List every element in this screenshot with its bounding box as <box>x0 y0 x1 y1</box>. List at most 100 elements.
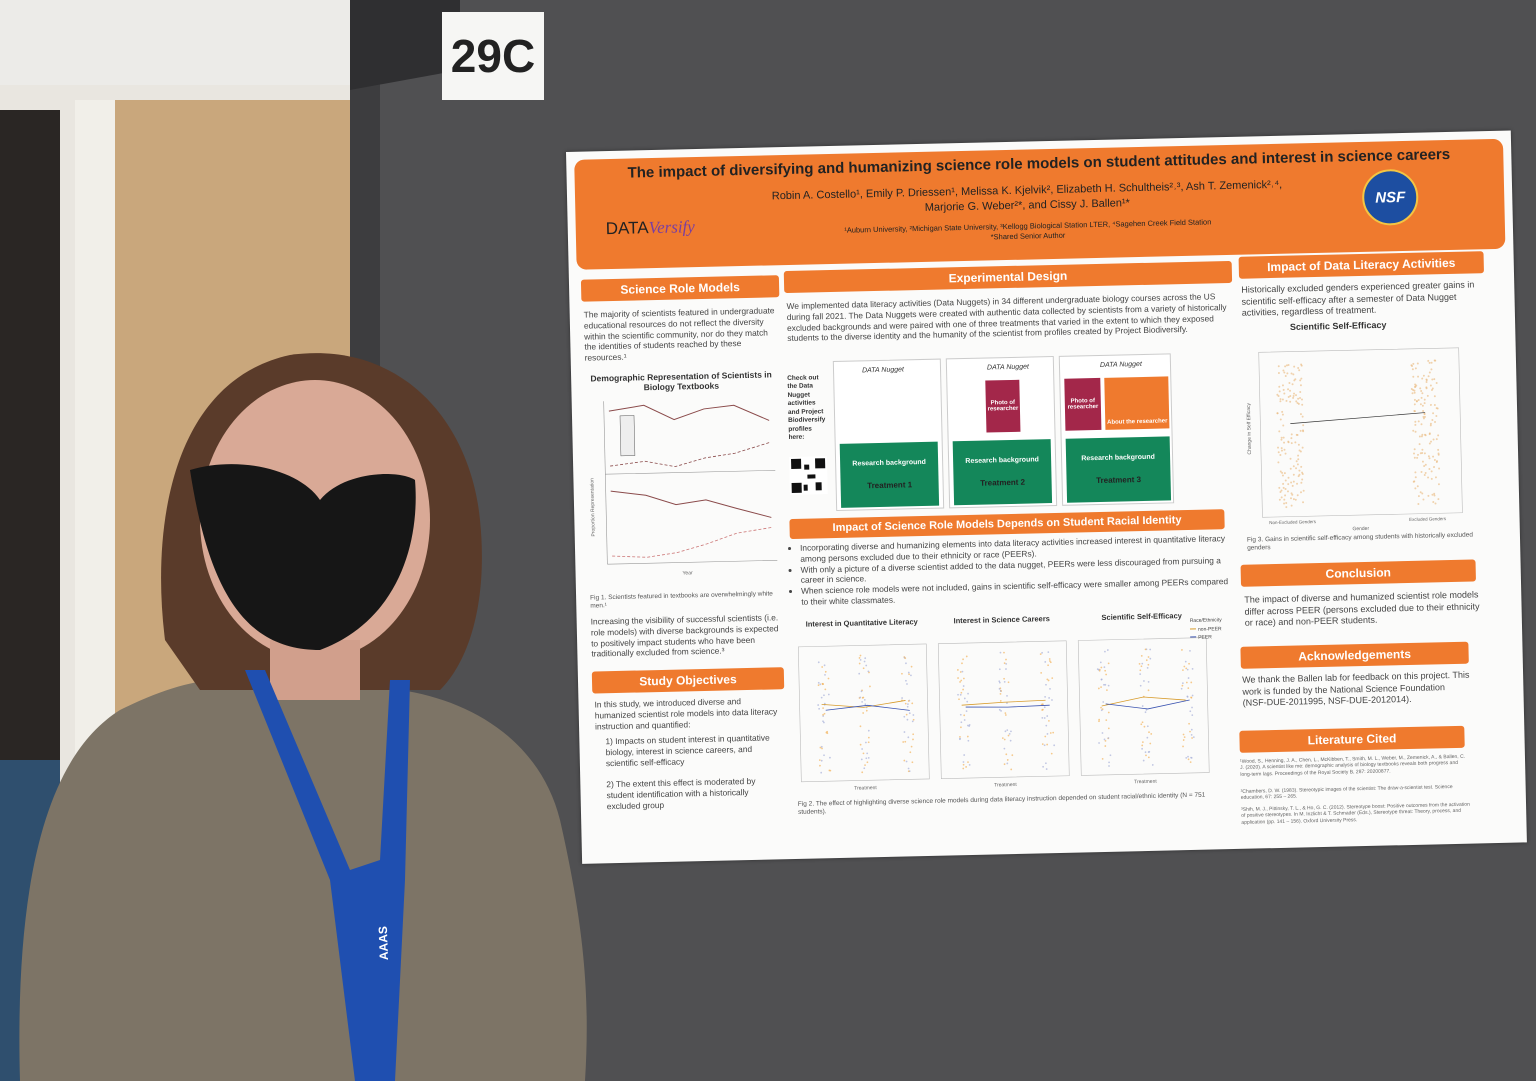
jitter-dot <box>1432 438 1435 441</box>
jitter-dot <box>1182 669 1184 672</box>
jitter-dot <box>903 731 906 733</box>
jitter-dot <box>906 718 909 721</box>
jitter-dot <box>1096 668 1099 671</box>
jitter-dot <box>1302 501 1305 504</box>
jitter-dot <box>905 679 907 682</box>
jitter-dot <box>827 677 830 680</box>
jitter-dot <box>1421 404 1424 407</box>
jitter-dot <box>1413 456 1416 459</box>
jitter-dot <box>1150 733 1153 735</box>
jitter-dot <box>1186 668 1189 671</box>
jitter-dot <box>1281 474 1284 477</box>
booth-sign: 29C <box>442 12 544 100</box>
jitter-dot <box>1044 762 1047 765</box>
jitter-dot <box>865 709 868 712</box>
jitter-dot <box>1182 745 1184 748</box>
jitter-dot <box>1147 680 1150 683</box>
jitter-dot <box>819 764 821 767</box>
jitter-dot <box>1301 403 1304 406</box>
jitter-dot <box>905 760 908 763</box>
jitter-dot <box>1287 388 1290 391</box>
jitter-dot <box>1282 482 1285 485</box>
jitter-dot <box>1000 709 1002 712</box>
jitter-dot <box>859 743 862 746</box>
jitter-dot <box>828 769 831 772</box>
jitter-dot <box>998 681 1001 684</box>
jitter-dot <box>1421 377 1424 380</box>
jitter-dot <box>1412 388 1415 391</box>
jitter-dot <box>1283 441 1286 444</box>
jitter-dot <box>1414 471 1417 474</box>
jitter-dot <box>1187 758 1190 761</box>
jitter-dot <box>1141 747 1144 750</box>
jitter-dot <box>1429 424 1432 427</box>
jitter-dot <box>1292 394 1295 397</box>
jitter-dot <box>867 670 870 673</box>
chart-title: Interest in Science Careers <box>953 614 1049 625</box>
jitter-dot <box>1293 392 1296 395</box>
jitter-dot <box>1420 396 1423 399</box>
jitter-dot <box>1010 768 1013 771</box>
jitter-dot <box>1286 372 1289 375</box>
list-item: 2) The extent this effect is moderated b… <box>606 775 756 811</box>
trend-line <box>610 490 772 518</box>
jitter-dot <box>1107 711 1110 714</box>
jitter-dot <box>1003 662 1006 665</box>
jitter-dot <box>1101 757 1104 760</box>
jitter-dot <box>1140 665 1143 668</box>
jitter-dot <box>1277 372 1280 375</box>
jitter-dot <box>1145 659 1148 662</box>
jitter-dot <box>819 746 822 749</box>
jitter-dot <box>1141 705 1144 707</box>
jitter-dot <box>1141 744 1144 747</box>
jitter-dot <box>1180 687 1183 690</box>
jitter-dot <box>1151 764 1154 766</box>
jitter-dot <box>1298 397 1301 400</box>
jitter-dot <box>960 691 963 694</box>
jitter-dot <box>1039 653 1042 656</box>
panel-logo: DATA Nugget <box>986 363 1029 372</box>
jitter-dot <box>959 737 961 740</box>
jitter-dot <box>968 723 971 726</box>
jitter-dot <box>999 692 1002 695</box>
jitter-dot <box>962 677 965 680</box>
section-heading: Conclusion <box>1240 559 1476 587</box>
jitter-dot <box>1004 712 1007 715</box>
jitter-dot <box>1149 648 1152 651</box>
jitter-dot <box>999 651 1002 654</box>
jitter-dot <box>904 702 907 705</box>
jitter-dot <box>1041 651 1043 654</box>
treatment-panel: DATA Nugget Photo of researcher Research… <box>945 355 1058 509</box>
jitter-dot <box>1048 719 1050 722</box>
jitter-dot <box>998 687 1001 690</box>
jitter-dot <box>817 704 820 706</box>
jitter-dot <box>902 741 905 743</box>
jitter-dot <box>1047 679 1050 682</box>
jitter-dot <box>959 713 962 716</box>
jitter-dot <box>867 756 870 759</box>
jitter-dot <box>1434 359 1437 362</box>
jitter-dot <box>1424 434 1427 437</box>
section-heading: Experimental Design <box>783 260 1233 294</box>
jitter-dot <box>863 767 866 770</box>
jitter-dot <box>1191 667 1194 670</box>
jitter-dot <box>1413 403 1416 406</box>
jitter-dot <box>1103 683 1105 686</box>
jitter-dot <box>1288 382 1291 385</box>
panel-logo: DATA Nugget <box>861 366 905 375</box>
jitter-dot <box>1420 435 1423 438</box>
jitter-dot <box>867 736 870 739</box>
jitter-dot <box>1421 492 1424 495</box>
jitter-dot <box>1423 452 1426 455</box>
jitter-dot <box>1419 403 1422 406</box>
jitter-dot <box>1290 492 1293 495</box>
jitter-dot <box>1045 724 1048 727</box>
jitter-dot <box>1282 486 1285 489</box>
jitter-dot <box>1141 741 1144 744</box>
jitter-dot <box>1007 734 1010 737</box>
jitter-dot <box>967 739 970 742</box>
jitter-dot <box>820 759 823 762</box>
jitter-dot <box>912 714 915 716</box>
jitter-dot <box>861 700 864 703</box>
chart-title: Scientific Self-Efficacy <box>1290 320 1387 332</box>
